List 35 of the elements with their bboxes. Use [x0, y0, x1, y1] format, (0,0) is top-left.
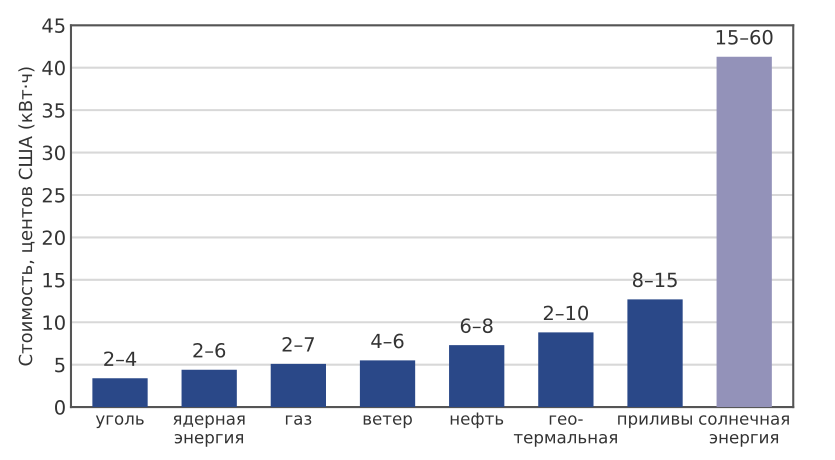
bar: [270, 364, 326, 408]
bar: [538, 332, 594, 408]
data-label: 2–10: [544, 306, 588, 320]
data-label: 8–15: [632, 272, 677, 288]
bar: [92, 378, 148, 408]
data-label: 2–7: [282, 337, 314, 352]
x-tick-label: приливы: [618, 415, 692, 428]
x-tick-label: нефть: [450, 412, 504, 428]
x-tick-label: уголь: [96, 415, 144, 428]
bar: [360, 360, 416, 408]
y-tick-label: 40: [42, 60, 65, 76]
y-tick-label: 35: [42, 103, 64, 118]
bar: [449, 345, 504, 408]
data-label: 6–8: [460, 318, 493, 334]
y-tick-label: 10: [44, 315, 65, 330]
y-tick-label: 25: [42, 188, 64, 203]
y-tick-label: 20: [42, 230, 65, 246]
x-tick-label: солнечная энергия: [699, 415, 789, 447]
x-tick-label: гео- термальная: [514, 415, 617, 447]
y-tick-label: 30: [42, 146, 65, 160]
y-tick-label: 0: [55, 400, 65, 415]
bar: [716, 56, 772, 408]
x-tick-label: газ: [286, 415, 312, 425]
x-tick-label: ядерная энергия: [173, 415, 245, 447]
data-label: 2–6: [193, 342, 226, 358]
x-tick-label: ветер: [364, 415, 412, 428]
data-label: 15–60: [716, 30, 773, 45]
bar: [182, 370, 237, 408]
y-tick-label: 15: [44, 273, 64, 288]
bar: [627, 299, 683, 408]
y-tick-label: 45: [42, 18, 64, 33]
data-label: 2–4: [104, 351, 136, 366]
data-label: 4–6: [371, 334, 404, 348]
y-tick-label: 5: [55, 358, 64, 372]
y-axis-title: Стоимость, центов США (кВт·ч): [18, 67, 35, 366]
